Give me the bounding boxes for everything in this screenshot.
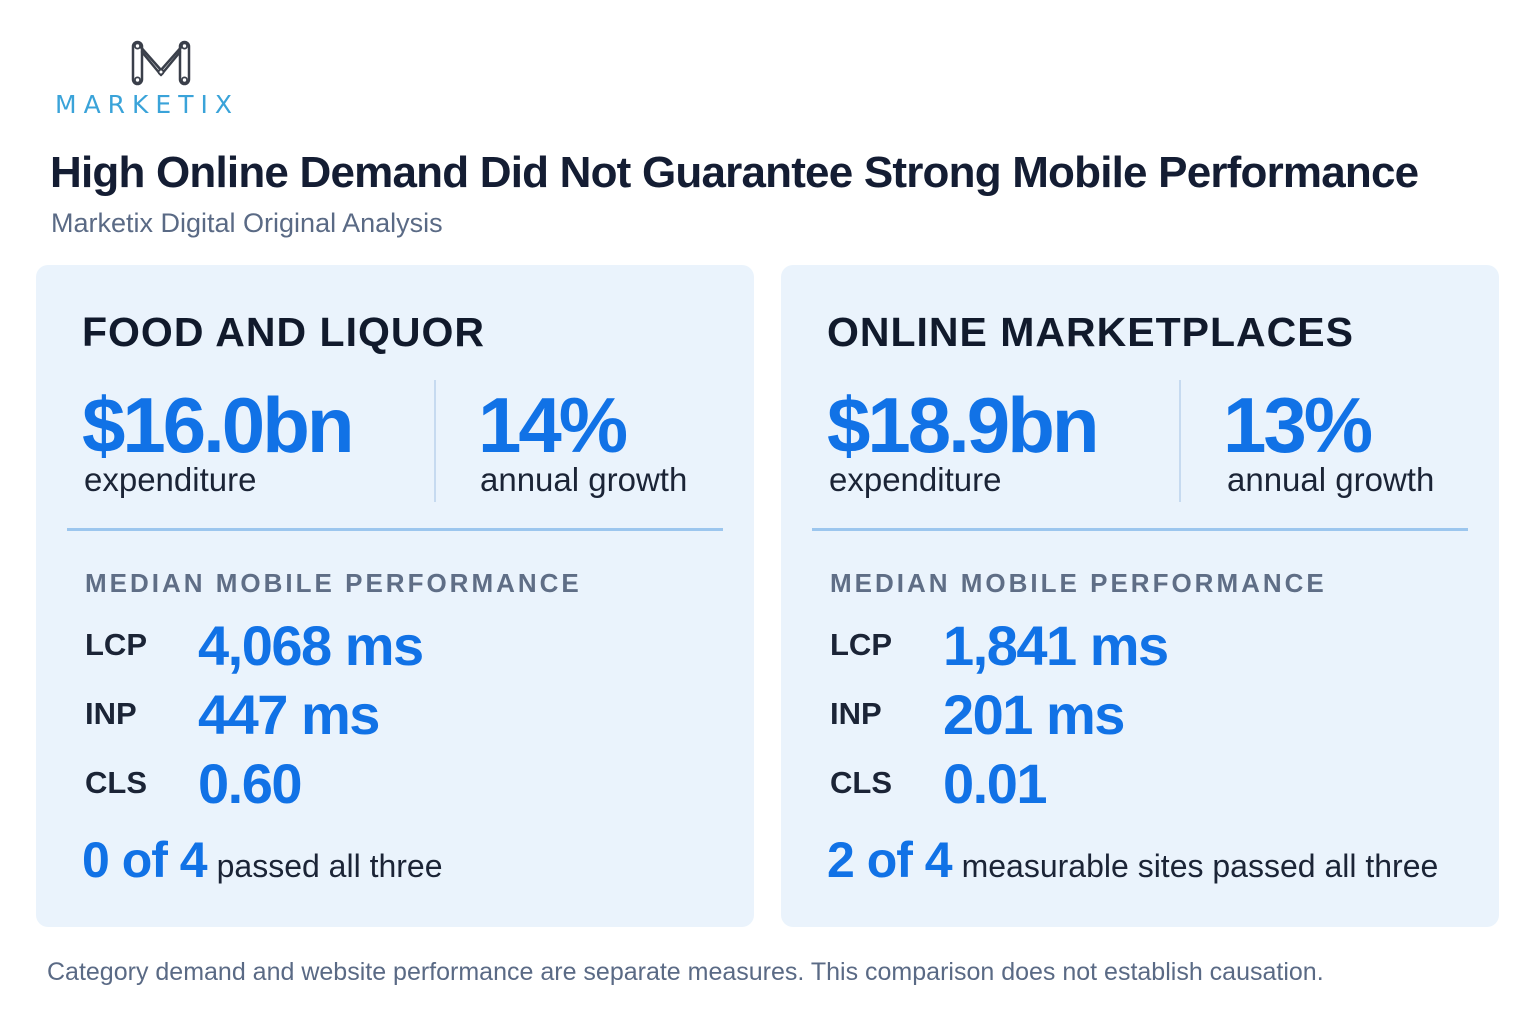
expenditure-label: expenditure xyxy=(84,461,257,498)
stat-divider xyxy=(1179,380,1181,502)
stat-divider xyxy=(434,380,436,502)
card-title: FOOD AND LIQUOR xyxy=(82,309,485,355)
metric-value-cls: 0.60 xyxy=(198,752,303,815)
metric-value-lcp: 1,841 ms xyxy=(943,614,1169,677)
metric-name-lcp: LCP xyxy=(85,627,147,662)
growth-value: 14% xyxy=(478,381,628,469)
growth-label: annual growth xyxy=(480,461,688,498)
pass-summary: 0 of 4 passed all three xyxy=(82,831,443,889)
metric-name-inp: INP xyxy=(85,696,137,731)
pass-text: passed all three xyxy=(216,848,443,884)
metric-name-inp: INP xyxy=(830,696,882,731)
page-title: High Online Demand Did Not Guarantee Str… xyxy=(50,148,1419,197)
metric-value-inp: 201 ms xyxy=(943,683,1125,746)
logo-wordmark: MARKETIX xyxy=(55,90,240,119)
pass-text: measurable sites passed all three xyxy=(961,848,1439,884)
pass-count: 2 of 4 xyxy=(827,832,953,888)
marketix-logo: MARKETIX xyxy=(55,38,270,119)
logo-m-mark-icon xyxy=(131,40,191,86)
expenditure-label: expenditure xyxy=(829,461,1002,498)
metric-name-cls: CLS xyxy=(85,765,147,800)
page-subtitle: Marketix Digital Original Analysis xyxy=(51,208,443,238)
metric-name-lcp: LCP xyxy=(830,627,892,662)
section-label: MEDIAN MOBILE PERFORMANCE xyxy=(830,568,1327,598)
footnote: Category demand and website performance … xyxy=(47,958,1324,986)
growth-value: 13% xyxy=(1223,381,1373,469)
card-online-marketplaces: ONLINE MARKETPLACES $18.9bn expenditure … xyxy=(781,265,1499,927)
metric-value-inp: 447 ms xyxy=(198,683,380,746)
pass-count: 0 of 4 xyxy=(82,832,208,888)
pass-summary: 2 of 4 measurable sites passed all three xyxy=(827,831,1438,889)
metric-value-lcp: 4,068 ms xyxy=(198,614,424,677)
card-food-and-liquor: FOOD AND LIQUOR $16.0bn expenditure 14% … xyxy=(36,265,754,927)
expenditure-value: $16.0bn xyxy=(82,381,354,469)
metric-name-cls: CLS xyxy=(830,765,892,800)
expenditure-value: $18.9bn xyxy=(827,381,1099,469)
growth-label: annual growth xyxy=(1227,461,1435,498)
section-divider xyxy=(67,528,723,531)
metric-value-cls: 0.01 xyxy=(943,752,1048,815)
section-divider xyxy=(812,528,1468,531)
card-title: ONLINE MARKETPLACES xyxy=(827,309,1354,355)
section-label: MEDIAN MOBILE PERFORMANCE xyxy=(85,568,582,598)
